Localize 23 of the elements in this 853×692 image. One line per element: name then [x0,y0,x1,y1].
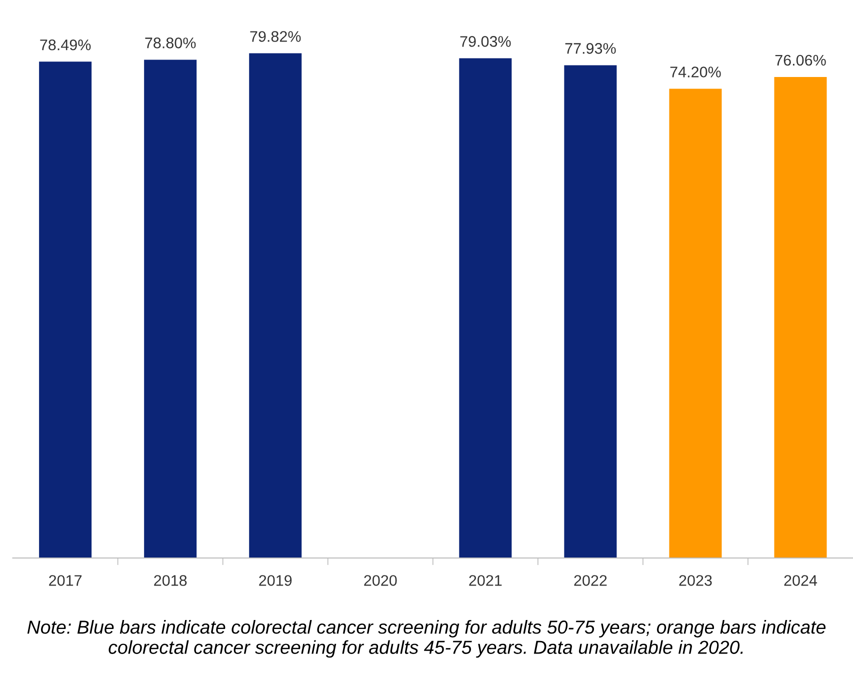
data-label: 79.82% [250,31,301,42]
text: Note: Blue bars indicate colorectal cancer screening for adults 50-75 years; orange bars indicate colorectal cancer screening for adults 45-75 years. Data unavailable in 2020. [27,620,826,658]
x-tick-label: 2022 [574,575,607,586]
bar [774,77,827,558]
x-tick-label: 2018 [154,575,187,586]
data-label: 79.03% [460,36,511,47]
data-label: 78.49% [40,39,91,50]
bar [144,60,197,558]
x-tick-label: 2019 [259,575,292,586]
bar [459,58,512,558]
bar [564,65,617,558]
data-label: 78.80% [145,38,196,48]
data-label: 77.93% [565,43,616,54]
x-tick-label: 2017 [49,575,82,586]
x-tick-label: 2020 [364,575,397,586]
x-tick-label: 2024 [784,575,818,586]
bar [249,53,302,558]
data-label: 74.20% [670,66,721,78]
data-label: 76.06% [775,54,826,66]
x-tick-label: 2023 [679,575,712,586]
bar [669,88,722,558]
bar [39,62,92,558]
x-tick-label: 2021 [469,575,502,586]
